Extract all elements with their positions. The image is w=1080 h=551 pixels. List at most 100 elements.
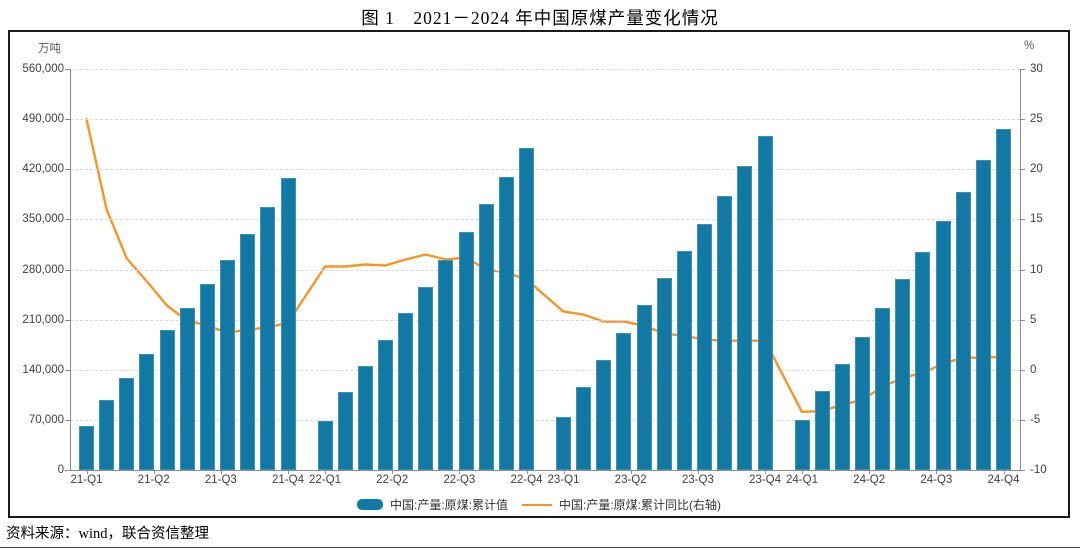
x-axis-tick [1003, 470, 1005, 474]
right-axis-label: 5 [1030, 313, 1037, 326]
bar [616, 333, 632, 470]
right-axis-label: 10 [1030, 263, 1043, 276]
gridline [70, 169, 1020, 171]
left-axis-label: 210,000 [22, 313, 64, 326]
left-axis-label: 70,000 [28, 413, 64, 426]
right-axis-label: -5 [1030, 413, 1041, 426]
gridline [70, 69, 1020, 70]
x-axis-label: 23-Q2 [614, 474, 647, 486]
x-axis-tick [288, 470, 289, 474]
bar [280, 178, 296, 470]
gridline [70, 219, 1020, 221]
bar [717, 195, 733, 470]
x-axis-tick [459, 470, 461, 474]
gridline [70, 369, 1020, 371]
line-swatch-icon [522, 503, 552, 506]
x-axis-label: 22-Q1 [309, 474, 341, 486]
right-axis-line [1020, 69, 1021, 470]
bar [179, 308, 195, 470]
right-axis-label: 15 [1030, 213, 1043, 226]
bar [119, 377, 135, 470]
left-axis-tick [65, 419, 70, 421]
bar [814, 390, 830, 470]
x-axis-label: 21-Q3 [204, 474, 237, 486]
bar [398, 313, 414, 470]
bar [199, 284, 215, 470]
x-axis-label: 21-Q4 [272, 474, 304, 486]
bar [915, 251, 931, 470]
bar [220, 260, 236, 470]
x-axis-label: 23-Q1 [547, 474, 580, 486]
bar [737, 166, 753, 470]
left-axis-label: 280,000 [22, 263, 64, 276]
x-axis-tick [697, 470, 699, 474]
x-axis-tick [153, 470, 155, 474]
x-axis-tick [392, 470, 394, 474]
x-axis-tick [86, 470, 88, 474]
right-axis-tick [1020, 119, 1025, 121]
bar [996, 129, 1011, 470]
bar [139, 353, 155, 470]
bar [895, 279, 911, 470]
left-axis-label: 560,000 [22, 63, 64, 75]
left-axis-tick [65, 319, 70, 321]
plot-area [70, 69, 1020, 470]
chart-box: 万吨 % 中国:产量:原煤:累计值 中国:产量:原煤:累计同比(右轴) 560,… [8, 30, 1070, 518]
right-axis-label: 0 [1030, 363, 1037, 376]
legend-bar-label: 中国:产量:原煤:累计值 [389, 498, 508, 512]
bar [159, 330, 175, 470]
right-axis-label: 30 [1030, 63, 1043, 75]
x-axis-line [70, 470, 1021, 471]
bar [240, 233, 256, 470]
x-axis-tick [869, 470, 871, 474]
bar [357, 366, 373, 470]
left-axis-label: 420,000 [22, 163, 64, 176]
gridline [70, 269, 1020, 271]
bar [697, 223, 713, 470]
bar [955, 191, 971, 470]
right-axis-tick [1020, 319, 1025, 321]
bar [478, 204, 494, 470]
legend: 中国:产量:原煤:累计值 中国:产量:原煤:累计同比(右轴) [10, 496, 1068, 513]
left-axis-tick [65, 69, 70, 70]
bar-swatch-icon [356, 499, 383, 510]
x-axis-label: 24-Q4 [987, 474, 1020, 486]
left-axis-tick [65, 219, 70, 221]
left-axis-label: 350,000 [22, 213, 64, 226]
x-axis-label: 22-Q4 [510, 474, 543, 486]
x-axis-label: 24-Q1 [786, 474, 818, 486]
bar [260, 207, 276, 470]
bar [556, 417, 571, 470]
bar [418, 286, 434, 470]
x-axis-tick [630, 470, 632, 474]
x-axis-label: 22-Q2 [376, 474, 409, 486]
x-axis-label: 21-Q1 [70, 474, 103, 486]
right-axis-tick [1020, 269, 1025, 271]
x-axis-tick [325, 470, 326, 474]
bar [676, 251, 692, 470]
right-axis-tick [1020, 470, 1025, 471]
right-axis-label: -10 [1030, 464, 1047, 476]
legend-line-label: 中国:产量:原煤:累计同比(右轴) [559, 498, 721, 512]
right-axis-label: 25 [1030, 113, 1043, 126]
x-axis-label: 23-Q3 [681, 474, 714, 486]
bar [656, 278, 672, 470]
gridline [70, 419, 1020, 421]
bar [875, 307, 891, 470]
left-axis-tick [65, 169, 70, 171]
bar [757, 136, 773, 470]
left-axis-line [70, 69, 71, 470]
x-axis-label: 24-Q3 [920, 474, 953, 486]
bar [458, 232, 474, 470]
bar [935, 221, 951, 470]
right-axis-title: % [1024, 40, 1035, 52]
bar [377, 340, 393, 470]
right-axis-tick [1020, 169, 1025, 171]
bar [596, 360, 612, 470]
right-axis-label: 20 [1030, 163, 1043, 176]
left-axis-label: 0 [57, 464, 64, 476]
bar [438, 259, 454, 470]
gridline [70, 319, 1020, 321]
left-axis-label: 140,000 [22, 363, 64, 376]
